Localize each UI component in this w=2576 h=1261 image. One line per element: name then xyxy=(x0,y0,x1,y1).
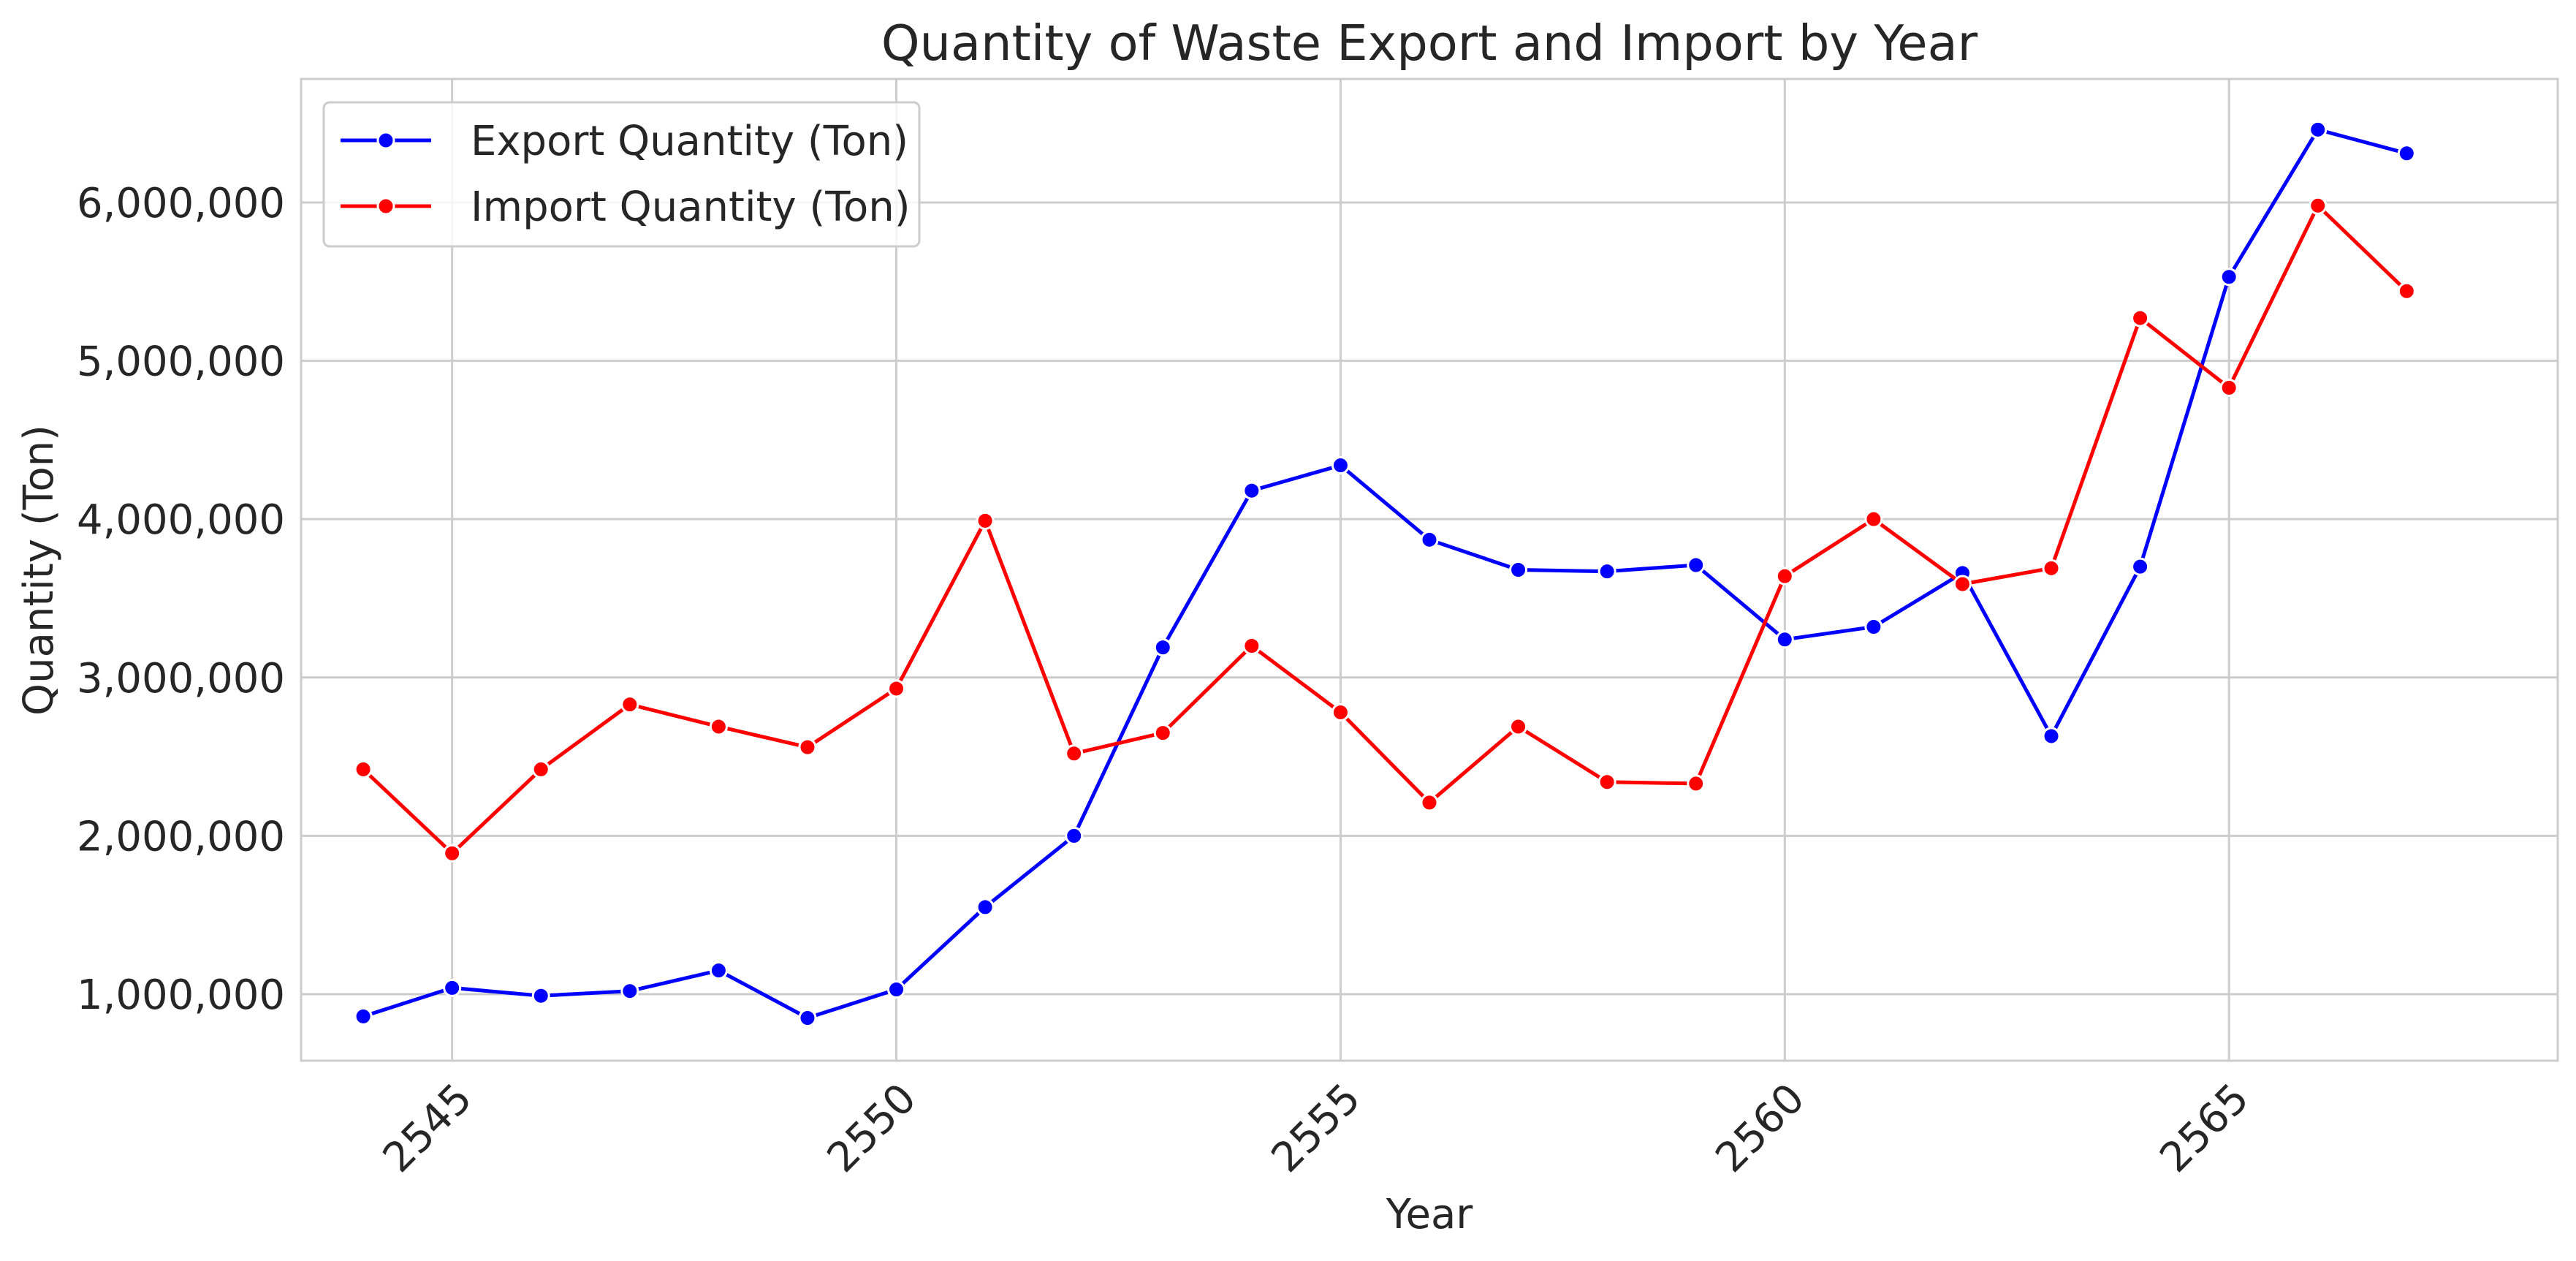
y-tick-label: 5,000,000 xyxy=(77,338,285,386)
data-point xyxy=(976,511,995,530)
data-point xyxy=(2131,308,2150,327)
y-axis-label: Quantity (Ton) xyxy=(15,425,63,716)
data-point xyxy=(2397,144,2416,163)
data-point xyxy=(2309,120,2328,139)
series-line xyxy=(362,203,2409,855)
chart-title: Quantity of Waste Export and Import by Y… xyxy=(881,15,1978,72)
data-point xyxy=(1775,567,1794,586)
y-tick-label: 3,000,000 xyxy=(77,655,285,703)
series-import xyxy=(354,196,2416,863)
data-point xyxy=(354,1007,373,1026)
data-point xyxy=(1597,773,1616,792)
y-tick-label: 2,000,000 xyxy=(77,813,285,860)
data-point xyxy=(531,760,550,779)
data-point xyxy=(798,1009,817,1028)
data-point xyxy=(2219,268,2238,287)
x-tick-label: 2550 xyxy=(818,1075,926,1182)
data-point xyxy=(1864,617,1883,636)
data-point xyxy=(1331,703,1350,722)
series-export xyxy=(354,120,2416,1028)
data-point xyxy=(709,961,728,980)
data-point xyxy=(2131,557,2150,576)
data-point xyxy=(443,844,462,863)
x-axis-ticks: 2545 2550 2555 2560 2565 xyxy=(374,1075,2258,1182)
data-point xyxy=(2042,558,2061,578)
data-point xyxy=(976,898,995,917)
plot-frame xyxy=(300,77,2559,1062)
data-point xyxy=(1065,826,1084,845)
data-point xyxy=(531,986,550,1005)
legend-label: Import Quantity (Ton) xyxy=(471,183,911,231)
data-point xyxy=(1864,510,1883,529)
legend: Export Quantity (Ton) Import Quantity (To… xyxy=(322,101,921,248)
data-point xyxy=(2219,378,2238,397)
data-point xyxy=(1153,724,1172,743)
data-point xyxy=(620,982,639,1001)
y-tick-label: 6,000,000 xyxy=(77,180,285,227)
data-point xyxy=(1420,793,1439,812)
data-point xyxy=(1687,774,1706,793)
data-point xyxy=(887,679,906,698)
x-tick-label: 2565 xyxy=(2151,1075,2258,1182)
data-point xyxy=(443,978,462,997)
data-point xyxy=(1242,636,1261,655)
data-point xyxy=(620,695,639,714)
data-point xyxy=(1242,481,1261,500)
y-tick-label: 4,000,000 xyxy=(77,496,285,544)
data-point xyxy=(1509,717,1528,736)
y-axis-ticks: 1,000,000 2,000,000 3,000,000 4,000,000 5,00… xyxy=(77,180,285,1019)
data-point xyxy=(887,980,906,999)
data-point xyxy=(709,717,728,736)
data-point xyxy=(2309,196,2328,215)
data-point xyxy=(2042,727,2061,746)
legend-label: Export Quantity (Ton) xyxy=(471,118,908,165)
x-tick-label: 2560 xyxy=(1706,1075,1814,1182)
data-point xyxy=(1687,556,1706,575)
x-axis-label: Year xyxy=(1386,1191,1474,1238)
data-point xyxy=(1775,630,1794,649)
data-point xyxy=(1953,575,1972,594)
data-point xyxy=(1509,561,1528,579)
data-point xyxy=(354,760,373,779)
series-line xyxy=(362,127,2407,1020)
data-point xyxy=(2397,281,2416,300)
data-point xyxy=(1331,456,1350,475)
data-point xyxy=(1597,562,1616,581)
x-tick-label: 2545 xyxy=(374,1075,482,1182)
legend-box xyxy=(322,101,921,248)
legend-marker xyxy=(376,197,395,216)
data-point xyxy=(1153,638,1172,657)
data-point xyxy=(1065,744,1084,763)
x-tick-label: 2555 xyxy=(1263,1075,1370,1182)
y-tick-label: 1,000,000 xyxy=(77,972,285,1019)
legend-marker xyxy=(376,131,395,150)
data-point xyxy=(798,738,817,757)
data-point xyxy=(1420,530,1439,549)
series-lines xyxy=(354,120,2416,1028)
